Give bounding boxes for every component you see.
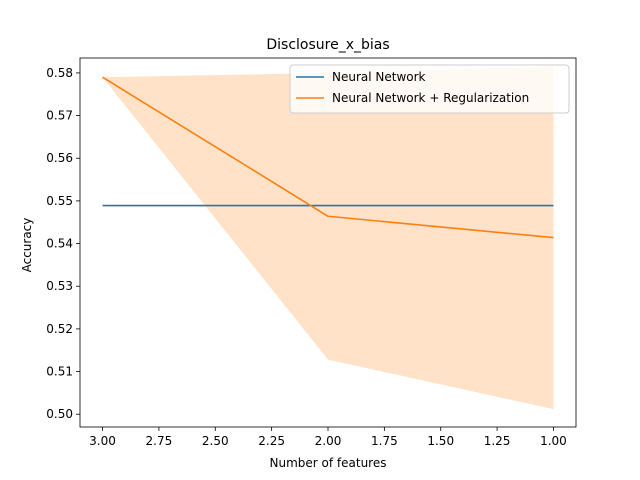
y-axis-label: Accuracy — [20, 218, 34, 273]
y-tick-label: 0.53 — [46, 279, 73, 293]
line-series-2 — [102, 76, 554, 239]
x-tick-label: 2.25 — [258, 434, 285, 448]
y-tick-label: 0.51 — [46, 365, 73, 379]
y-tick-label: 0.58 — [46, 66, 73, 80]
x-tick-label: 3.00 — [89, 434, 116, 448]
chart-title: Disclosure_x_bias — [266, 37, 389, 53]
x-tick-label: 2.75 — [146, 434, 173, 448]
x-axis-label: Number of features — [270, 456, 387, 470]
x-tick-label: 1.75 — [371, 434, 398, 448]
legend: Neural Network Neural Network + Regulariz… — [289, 64, 570, 114]
x-tick-label: 1.50 — [427, 434, 454, 448]
x-axis-ticks: 3.00 2.75 2.50 2.25 2.00 1.75 1.50 1.25 1.00 — [89, 427, 567, 448]
x-tick-label: 2.50 — [202, 434, 229, 448]
x-tick-label: 2.00 — [315, 434, 342, 448]
y-tick-label: 0.50 — [46, 407, 73, 421]
y-tick-label: 0.55 — [46, 194, 73, 208]
x-tick-label: 1.00 — [540, 434, 567, 448]
y-tick-label: 0.57 — [46, 109, 73, 123]
y-tick-label: 0.52 — [46, 322, 73, 336]
y-tick-label: 0.56 — [46, 151, 73, 165]
x-tick-label: 1.25 — [484, 434, 511, 448]
legend-label-series-2: Neural Network + Regularization — [332, 91, 529, 105]
confidence-band-series-2 — [102, 66, 554, 410]
y-axis-ticks: 0.50 0.51 0.52 0.53 0.54 0.55 0.56 0.57 0.58 — [46, 66, 80, 421]
legend-label-series-1: Neural Network — [332, 70, 426, 84]
legend-box — [289, 64, 570, 114]
confidence-bands — [102, 66, 554, 410]
series-lines — [102, 76, 554, 239]
y-tick-label: 0.54 — [46, 237, 73, 251]
